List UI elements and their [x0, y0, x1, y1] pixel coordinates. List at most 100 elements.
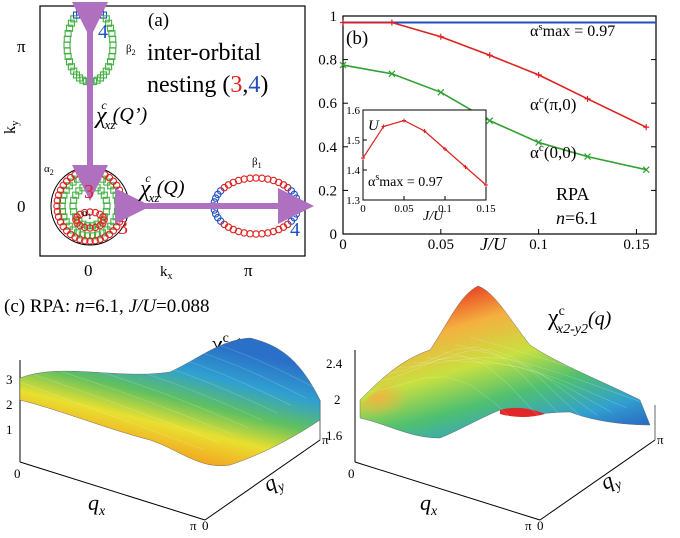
series-point-2 — [584, 153, 591, 161]
orbital-label-4-right: 4 — [290, 219, 300, 241]
mesh-line — [354, 376, 541, 444]
surface-left-tick-ypi: π — [322, 432, 329, 447]
surface-left-base-x — [19, 461, 206, 521]
alpha2-marker — [60, 213, 68, 221]
inset-ytick-label: 1.4 — [346, 165, 360, 177]
inset-xtick-label: 0.05 — [394, 203, 414, 215]
alpha1-outer-marker — [81, 236, 89, 245]
series-point-2 — [388, 70, 396, 78]
surface-right: χc x2-y2(q) 2.4 2 1.6 qx qy 0 π 0 π — [326, 285, 664, 533]
alpha1-core-marker — [91, 223, 100, 232]
panel-b-xtick-label: 0.1 — [529, 237, 548, 253]
surface-left-ztick-2: 2 — [6, 397, 13, 412]
panel-b-xtick-label: 0.15 — [623, 237, 649, 253]
series-point-2 — [437, 88, 445, 96]
surface-left-tick-y0: 0 — [202, 518, 209, 533]
series-point-2 — [486, 117, 494, 125]
surface-right-red-dip — [500, 407, 545, 417]
panel-a-xtick-0: 0 — [84, 261, 93, 280]
panel-b-xtick-label: 0 — [339, 237, 347, 253]
surface-left-mesh — [19, 337, 321, 466]
mesh-line — [469, 336, 656, 395]
panel-b-label: (b) — [346, 28, 368, 49]
orbital-label-3-lower: 3 — [118, 217, 128, 239]
alpha1-core-marker — [80, 223, 89, 232]
panel-b-ytick-label: 0.4 — [318, 140, 337, 156]
alpha1-outer-marker — [56, 218, 65, 226]
surface-right-title: χc x2-y2(q) — [547, 304, 612, 337]
series-point-2 — [535, 139, 543, 146]
inset-ylabel: U — [368, 118, 380, 134]
mesh-line — [19, 381, 206, 451]
surface-left-qx-label: qx — [88, 490, 106, 519]
alpha1-outer-marker — [54, 191, 63, 199]
series-point-2 — [339, 61, 347, 69]
pocket-label-alpha1: α1 — [82, 207, 92, 221]
surface-left-qy-label: qy — [260, 466, 289, 500]
legend-alpha-c-00: αc(0,0) — [530, 142, 576, 162]
surface-right-qy-label: qy — [597, 464, 626, 498]
legend-alpha-c-pi0: αc(π,0) — [530, 94, 576, 114]
inset-xtick-label: 0 — [360, 203, 366, 215]
legend-alpha-s-max: αsmax = 0.97 — [530, 21, 615, 40]
mesh-line — [34, 374, 220, 443]
panel-a-ytick-pi: π — [17, 37, 26, 56]
surface-left-tick-x0: 0 — [14, 466, 21, 481]
alpha1-core-marker — [76, 210, 84, 219]
panel-b-xtick-label: 0.05 — [428, 237, 454, 253]
panel-b-ytick-label: 0.6 — [318, 96, 337, 112]
surface-right-tick-xpi: π — [525, 518, 532, 533]
alpha1-core-marker — [86, 208, 94, 216]
pocket-label-beta2: β2 — [126, 43, 136, 57]
panel-c-label: (c) RPA: n=6.1, J/U=0.088 — [4, 296, 209, 317]
alpha1-outer-marker — [53, 207, 62, 216]
panel-b-ytick-label: 0.8 — [318, 53, 337, 69]
alpha1-core-marker — [99, 213, 107, 221]
beta2-marker — [63, 41, 71, 49]
surface-right-tick-x0: 0 — [348, 466, 355, 481]
surface-left: χcxz(q) 3 2 1 qx qy 0 π 0 π — [6, 323, 329, 533]
surface-right-tick-ypi: π — [657, 432, 664, 447]
alpha1-outer-marker — [53, 196, 62, 205]
panel-a-xlabel: kx — [160, 264, 173, 282]
chi-label-horizontal: χxzc (Q) — [138, 171, 185, 205]
mesh-line — [48, 367, 234, 436]
inset-ytick-label: 1.5 — [346, 135, 360, 147]
panel-a-ylabel: ky — [2, 120, 21, 134]
alpha1-outer-marker — [86, 237, 94, 245]
inset-annotation: αsmax = 0.97 — [368, 172, 443, 190]
panel-b-series — [339, 19, 656, 174]
surface-left-base-y — [204, 439, 321, 521]
surface-left-ztick-1: 1 — [6, 422, 13, 437]
mesh-line — [91, 345, 278, 414]
surface-right-warm-region — [360, 370, 449, 426]
series-point-2 — [642, 166, 650, 174]
panel-b: 0 0.2 0.4 0.6 0.8 1 0 0.05 0.1 0.15 (b) J/U RPA n… — [318, 9, 657, 254]
inset-xtick-label: 0.1 — [438, 203, 452, 215]
panel-a-label: (a) — [148, 10, 169, 31]
panel-b-ytick-label: 0.2 — [318, 183, 337, 199]
orbital-label-4-top: 4 — [98, 21, 108, 43]
inset-xlabel: J/U — [423, 209, 444, 224]
panel-b-rpa: RPA — [556, 184, 589, 204]
orbital-label-3-center: 3 — [84, 181, 94, 203]
surface-right-ztick-2: 2 — [334, 392, 341, 407]
alpha1-outer-marker — [76, 235, 84, 244]
surface-left-tick-xpi: π — [190, 518, 197, 533]
alpha1-outer-marker — [96, 235, 104, 244]
surface-left-grid — [19, 323, 321, 451]
beta2-marker — [109, 35, 117, 43]
mesh-line — [441, 351, 627, 409]
alpha2-marker — [58, 196, 67, 205]
surface-right-tick-y0: 0 — [537, 518, 544, 533]
panel-a: (a) inter-orbital nesting (3,4) ky π 0 0… — [2, 2, 314, 282]
mesh-line — [63, 359, 249, 428]
surface-right-ztick-2.4: 2.4 — [326, 356, 343, 371]
inset-series-U — [362, 119, 487, 186]
panel-b-ytick-label: 1 — [330, 9, 338, 25]
mesh-line — [426, 357, 613, 413]
alpha1-core-marker — [96, 221, 104, 230]
alpha1-outer-marker — [54, 213, 63, 221]
mesh-line — [412, 357, 598, 416]
